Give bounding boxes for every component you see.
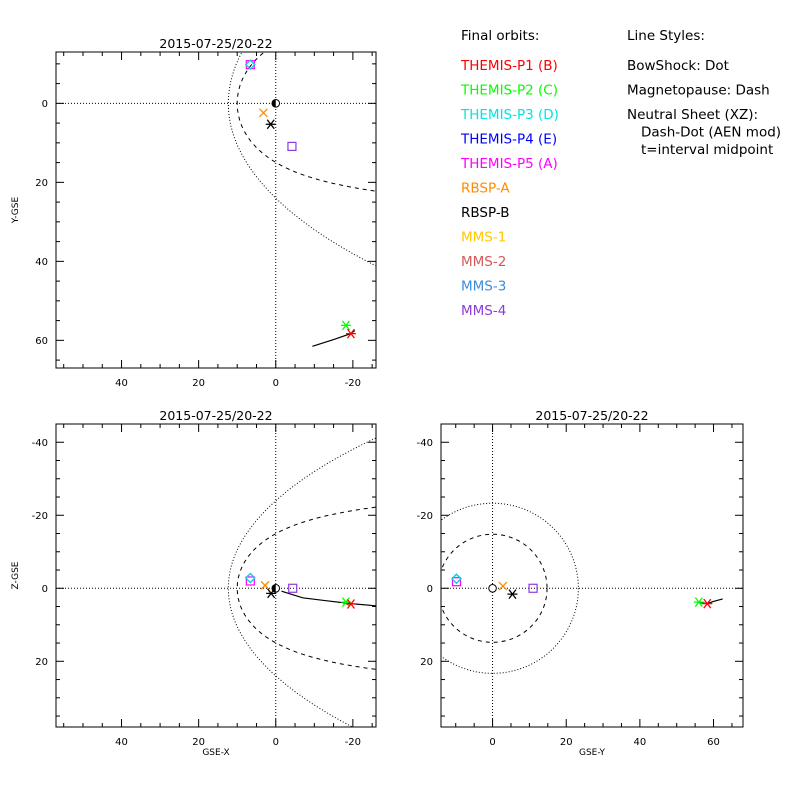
bowshock-curve bbox=[227, 52, 376, 267]
legend-entry-rbsp-b: RBSP-B bbox=[461, 205, 509, 221]
y-tick-label: 0 bbox=[42, 584, 48, 595]
legend-entry-mms-1: MMS-1 bbox=[461, 230, 506, 246]
marker-themis-p1-b bbox=[345, 599, 356, 609]
plot-area-xz bbox=[56, 424, 376, 727]
marker-rbsp-a bbox=[260, 580, 270, 590]
y-tick-label: 20 bbox=[420, 657, 433, 668]
marker-mms bbox=[288, 583, 298, 593]
marker-rbsp-a bbox=[498, 581, 508, 591]
x-tick-label: 40 bbox=[115, 378, 128, 389]
x-tick-label: -20 bbox=[345, 737, 361, 748]
legend-entry-themis-p1: THEMIS-P1 (B) bbox=[460, 58, 558, 74]
x-tick-label: 0 bbox=[273, 378, 279, 389]
orbit-track bbox=[312, 330, 356, 347]
panel-yz: 0 20 40 60 -40 -20 0 20 2015-07-25/20-22 GSE-Y bbox=[417, 408, 744, 758]
x-axis-label: GSE-X bbox=[202, 748, 229, 758]
legend-entry-themis-p2: THEMIS-P2 (C) bbox=[460, 83, 558, 99]
marker-rbsp-b bbox=[266, 588, 277, 599]
marker-mms bbox=[528, 583, 538, 593]
y-axis-label: Y-GSE bbox=[11, 197, 21, 225]
orbit-track bbox=[281, 590, 376, 607]
legend-style-bowshock: BowShock: Dot bbox=[627, 58, 729, 74]
y-tick-label: -20 bbox=[417, 511, 433, 522]
y-tick-label: -40 bbox=[32, 438, 48, 449]
x-tick-label: 0 bbox=[273, 737, 279, 748]
legend-entry-themis-p5: THEMIS-P5 (A) bbox=[460, 156, 558, 172]
y-tick-label: 40 bbox=[35, 257, 48, 268]
panel-xz: 40 20 0 -20 -40 -20 0 20 2015-07-25/20-22 GSE-X Z-… bbox=[11, 408, 377, 758]
marker-themis-p2-c bbox=[693, 597, 704, 608]
plot-frame-yz bbox=[440, 423, 744, 728]
marker-themis-p1-b bbox=[702, 598, 713, 609]
legend: Final orbits: THEMIS-P1 (B) THEMIS-P2 (C… bbox=[460, 28, 781, 319]
plot-area-yz bbox=[441, 424, 743, 727]
plot-frame-xy bbox=[55, 51, 377, 369]
panel-xy: 40 20 0 -20 0 20 40 60 2015-07-25/20-22 Y-GSE bbox=[11, 36, 377, 389]
magnetopause-ring bbox=[441, 533, 548, 643]
marker-earth-night bbox=[271, 99, 276, 108]
marker-themis-p3-d bbox=[451, 573, 462, 585]
y-tick-label: 20 bbox=[35, 178, 48, 189]
legend-entry-rbsp-a: RBSP-A bbox=[461, 181, 510, 197]
marker-mms bbox=[287, 141, 297, 152]
legend-entry-themis-p4: THEMIS-P4 (E) bbox=[460, 132, 557, 148]
x-tick-label: -20 bbox=[345, 378, 361, 389]
marker-themis-p4-e bbox=[244, 59, 256, 70]
legend-style-magnetopause: Magnetopause: Dash bbox=[627, 83, 770, 99]
x-tick-label: 40 bbox=[634, 737, 647, 748]
x-tick-label: 0 bbox=[489, 737, 495, 748]
panel-title: 2015-07-25/20-22 bbox=[535, 408, 648, 423]
legend-orbits-title: Final orbits: bbox=[461, 28, 539, 44]
x-axis-label: GSE-Y bbox=[579, 748, 606, 758]
marker-themis-p2-c bbox=[340, 320, 351, 331]
marker-themis-p5-a bbox=[245, 576, 255, 586]
marker-themis-p4-e bbox=[451, 573, 462, 585]
marker-themis-p3-d bbox=[244, 59, 256, 70]
marker-rbsp-a bbox=[258, 108, 268, 118]
marker-rbsp-b bbox=[507, 589, 518, 600]
y-tick-label: 0 bbox=[427, 584, 433, 595]
panel-title: 2015-07-25/20-22 bbox=[159, 408, 272, 423]
marker-themis-p4-e bbox=[244, 572, 256, 584]
x-tick-label: 20 bbox=[560, 737, 573, 748]
legend-entry-mms-2: MMS-2 bbox=[461, 254, 506, 270]
x-tick-label: 40 bbox=[115, 737, 128, 748]
panel-title: 2015-07-25/20-22 bbox=[159, 36, 272, 51]
marker-themis-p5-a bbox=[451, 577, 462, 587]
legend-entry-themis-p3: THEMIS-P3 (D) bbox=[460, 107, 559, 123]
y-tick-label: 60 bbox=[35, 336, 48, 347]
bowshock-curve bbox=[227, 437, 376, 727]
bowshock-ring bbox=[441, 502, 579, 674]
plot-frame-xz bbox=[55, 423, 377, 728]
legend-styles-title: Line Styles: bbox=[627, 28, 705, 44]
x-tick-label: 20 bbox=[192, 378, 205, 389]
plot-area-xy bbox=[56, 52, 376, 368]
marker-themis-p3-d bbox=[244, 572, 256, 584]
legend-style-neutral-sheet: Neutral Sheet (XZ): bbox=[627, 107, 758, 123]
marker-earth bbox=[488, 583, 497, 593]
x-tick-label: 20 bbox=[192, 737, 205, 748]
y-axis-label: Z-GSE bbox=[11, 561, 21, 589]
magnetopause-curve bbox=[236, 52, 376, 192]
marker-themis-p1-b bbox=[345, 328, 356, 339]
y-tick-label: -40 bbox=[417, 438, 433, 449]
legend-entry-mms-3: MMS-3 bbox=[461, 279, 506, 295]
legend-style-dash-dot: Dash-Dot (AEN mod) bbox=[641, 125, 781, 141]
marker-themis-p5-a bbox=[245, 60, 255, 70]
legend-style-midpoint: t=interval midpoint bbox=[641, 142, 773, 158]
marker-rbsp-b bbox=[265, 119, 276, 130]
y-tick-label: 20 bbox=[35, 657, 48, 668]
x-tick-label: 60 bbox=[707, 737, 720, 748]
legend-entry-mms-4: MMS-4 bbox=[461, 303, 506, 319]
y-tick-label: -20 bbox=[32, 511, 48, 522]
y-tick-label: 0 bbox=[42, 99, 48, 110]
